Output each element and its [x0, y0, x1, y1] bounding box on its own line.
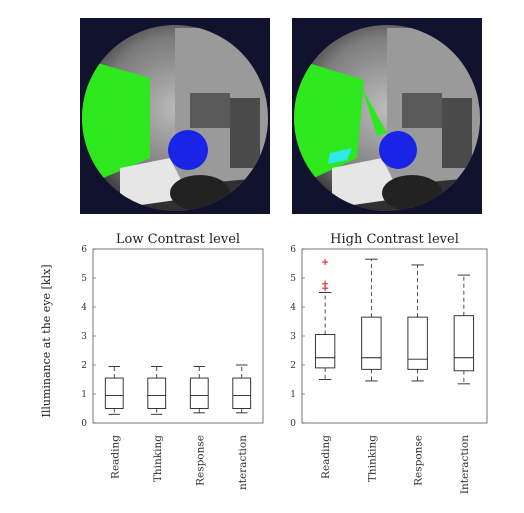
fisheye-photo-high-contrast: [292, 18, 482, 214]
iqr-box: [104, 377, 124, 409]
chart-panel-low: Low Contrast level 0 1 2 3 4 5 6 Illuminance at …: [40, 232, 264, 490]
y-tick-label: 5: [81, 274, 87, 284]
outlier-point: [322, 280, 329, 287]
category-label: Reading: [320, 435, 332, 479]
y-tick-label: 5: [290, 274, 296, 284]
category-label: Interaction: [459, 435, 471, 494]
box-thinking: [361, 258, 382, 382]
category-label: Response: [194, 435, 206, 486]
y-tick-label: 3: [290, 332, 296, 342]
y-tick-label: 4: [290, 303, 296, 313]
eye-position-marker: [379, 131, 417, 169]
glare-area-window: [82, 58, 150, 188]
y-axis-label: Illuminance at the eye [klx]: [40, 265, 53, 418]
category-label: Reading: [109, 435, 121, 479]
fisheye-photo-low-contrast: [80, 18, 270, 214]
iqr-box: [147, 377, 167, 409]
glare-area-desk: [328, 148, 352, 164]
category-label: Thinking: [366, 435, 378, 482]
glare-area-reflection: [362, 88, 387, 136]
iqr-box: [189, 377, 209, 409]
chart-panel-high: High Contrast level 0 1 2 3 4 5 6 Reading Thinkin…: [290, 232, 488, 494]
box-reading: [104, 366, 124, 415]
y-tick-label: 2: [81, 361, 87, 371]
category-label: Thinking: [152, 435, 164, 482]
iqr-box: [361, 316, 382, 370]
y-tick-label: 6: [81, 245, 87, 255]
box-response: [407, 264, 428, 382]
iqr-box: [232, 377, 252, 409]
category-label: nteraction: [237, 435, 249, 490]
outlier-point: [322, 259, 329, 266]
y-tick-label: 4: [81, 303, 87, 313]
chart-title: Low Contrast level: [116, 232, 240, 247]
y-tick-label: 1: [290, 390, 296, 400]
iqr-box: [407, 316, 428, 370]
y-tick-label: 3: [81, 332, 87, 342]
y-tick-label: 0: [290, 419, 296, 429]
y-tick-label: 1: [81, 390, 87, 400]
box-reading: [314, 259, 336, 380]
y-tick-label: 0: [81, 419, 87, 429]
category-label: Response: [413, 435, 425, 486]
y-tick-label: 2: [290, 361, 296, 371]
fisheye-image-low: [82, 25, 268, 211]
iqr-box: [314, 334, 336, 369]
chart-title: High Contrast level: [330, 232, 459, 247]
box-response: [189, 366, 209, 414]
y-tick-label: 6: [290, 245, 296, 255]
eye-position-marker: [168, 130, 208, 170]
box-nteraction: [232, 364, 252, 414]
fisheye-image-high: [294, 25, 480, 211]
box-interaction: [453, 274, 475, 385]
iqr-box: [453, 315, 475, 372]
box-thinking: [147, 366, 167, 415]
